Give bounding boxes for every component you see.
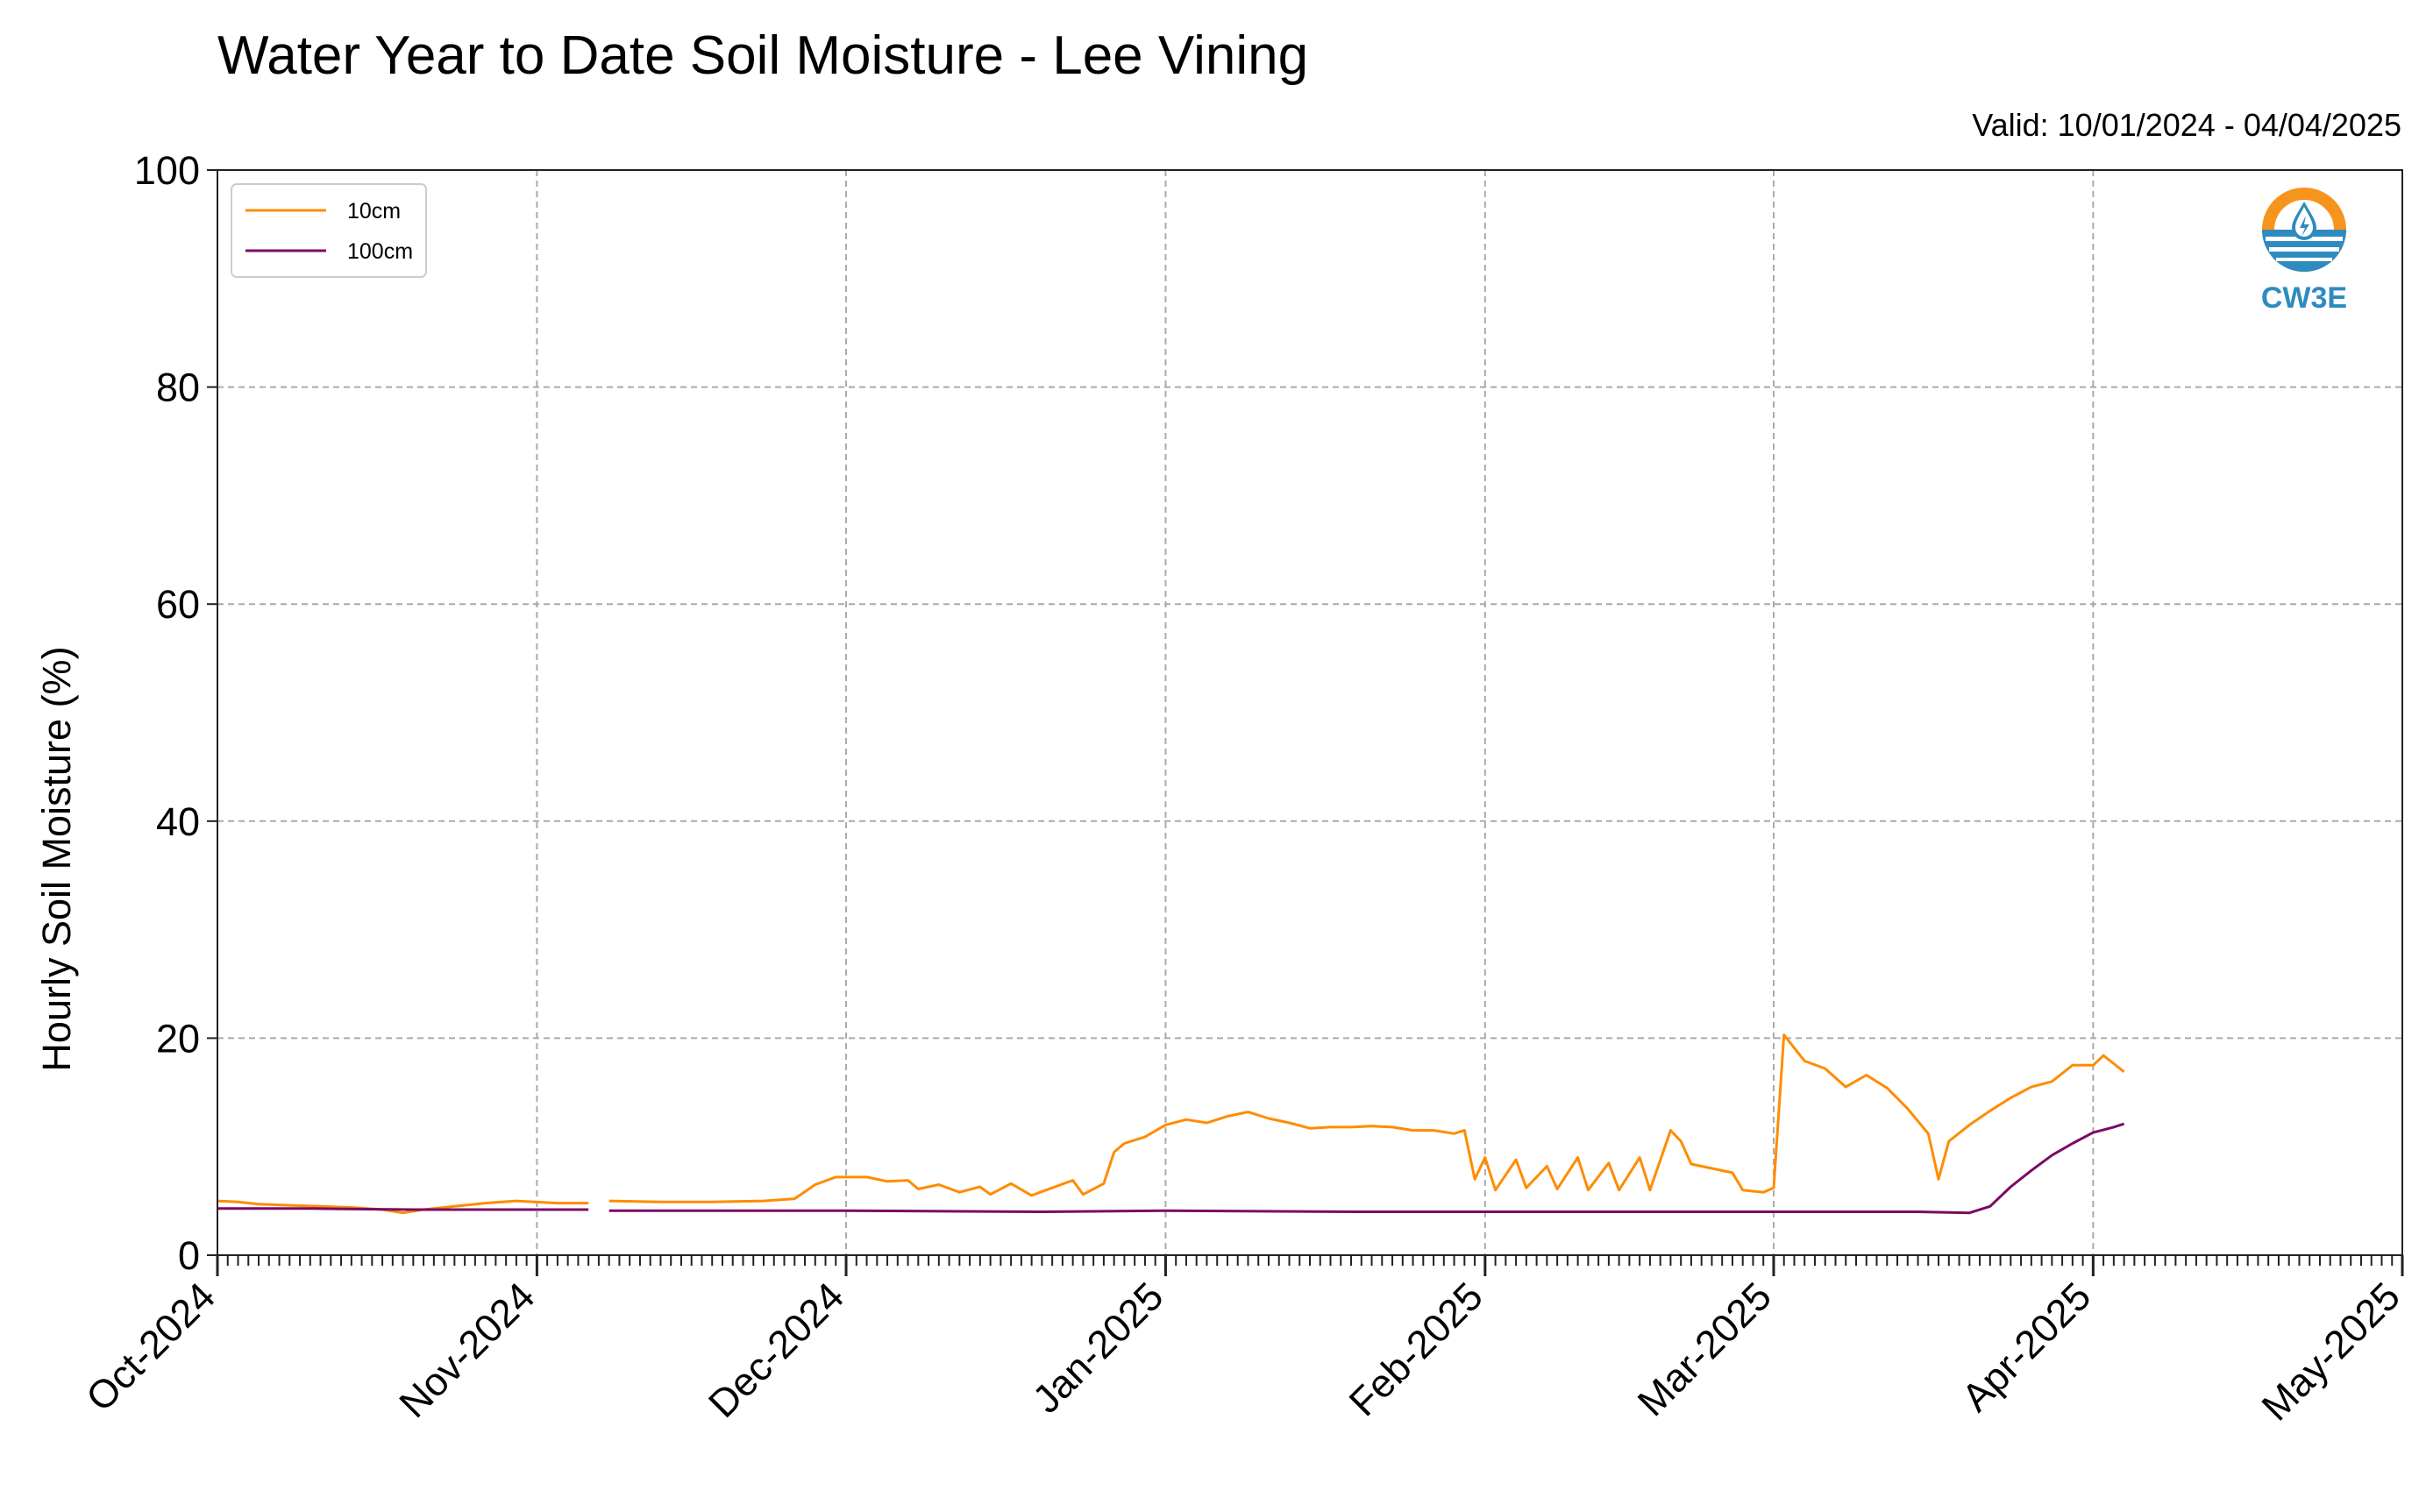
series-10cm — [217, 1199, 589, 1215]
x-tick-label: Oct-2024 — [77, 1274, 224, 1420]
legend-label: 100cm — [347, 239, 413, 264]
legend-box — [231, 183, 427, 278]
y-tick-label: 100 — [134, 148, 200, 193]
x-tick-label: May-2025 — [2253, 1274, 2409, 1430]
x-tick-label: Mar-2025 — [1629, 1274, 1780, 1424]
y-tick-label: 80 — [156, 366, 200, 410]
plot-frame — [217, 169, 2403, 1256]
logo-text: CW3E — [2260, 281, 2348, 315]
axis-ticks — [207, 169, 2404, 1276]
y-tick-label: 60 — [156, 582, 200, 627]
valid-date-range: Valid: 10/01/2024 - 04/04/2025 — [1972, 107, 2401, 143]
legend: 10cm 100cm — [231, 183, 427, 278]
y-tick-label: 20 — [156, 1016, 200, 1061]
y-tick-label: 0 — [178, 1233, 200, 1278]
tick-labels: 0 20 40 60 80 100 Oct-2024 Nov-2024 Dec-2024 Jan-… — [77, 148, 2408, 1430]
cw3e-logo: CW3E — [2252, 184, 2357, 316]
chart-title: Water Year to Date Soil Moisture - Lee V… — [217, 25, 1309, 86]
legend-label: 10cm — [347, 199, 401, 224]
x-tick-label: Nov-2024 — [390, 1274, 543, 1426]
series-100cm — [217, 1207, 589, 1211]
x-tick-label: Jan-2025 — [1024, 1274, 1172, 1422]
x-tick-label: Feb-2025 — [1341, 1274, 1491, 1424]
series-10cm — [608, 1033, 2125, 1203]
y-tick-label: 40 — [156, 799, 200, 844]
grid-lines — [217, 170, 2402, 1255]
series-lines — [217, 1033, 2125, 1215]
series-100cm — [608, 1122, 2125, 1215]
x-tick-label: Apr-2025 — [1953, 1274, 2099, 1420]
water-drop-icon — [2262, 188, 2346, 272]
x-tick-label: Dec-2024 — [700, 1274, 852, 1426]
